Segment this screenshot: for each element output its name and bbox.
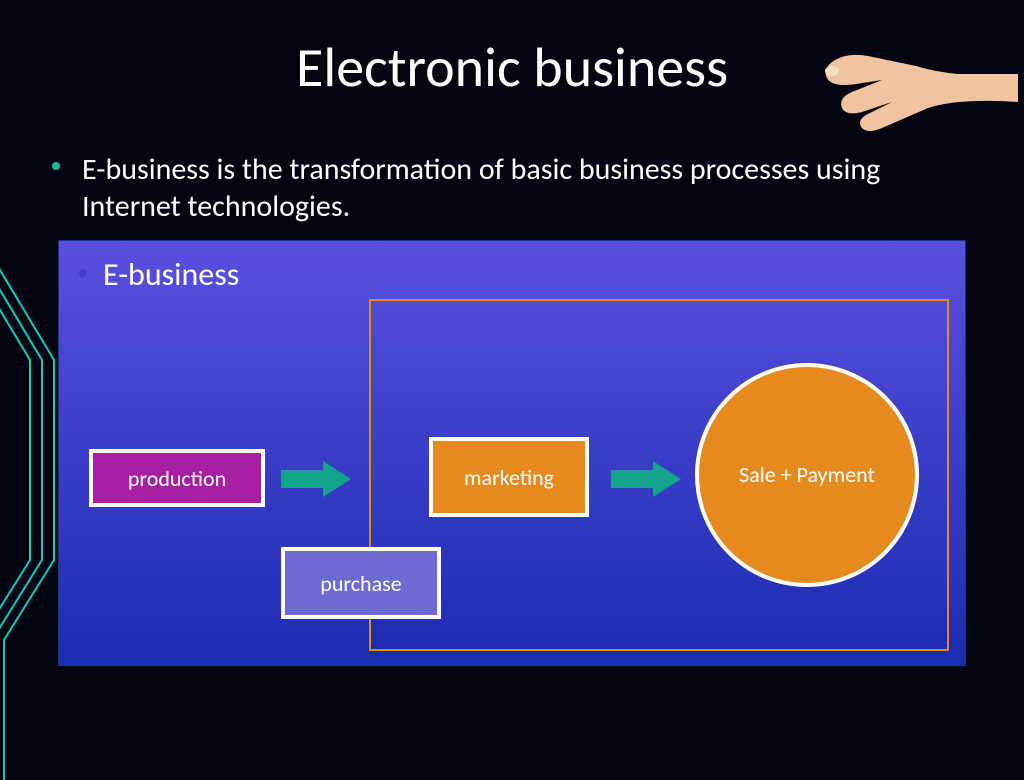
node-production-label: production — [128, 465, 226, 492]
node-marketing: marketing — [429, 437, 589, 517]
panel-bullet-dot-icon — [79, 269, 87, 277]
node-production: production — [89, 449, 265, 507]
slide-title: Electronic business — [0, 34, 1024, 102]
panel-title: E-business — [103, 255, 239, 294]
bullet-dot-icon — [52, 162, 60, 170]
node-purchase: purchase — [281, 547, 441, 619]
node-sale-payment-label: Sale + Payment — [739, 461, 875, 489]
diagram-panel: E-business production marketing purchase… — [58, 240, 966, 666]
arrow-production-to-marketing-icon — [281, 461, 351, 497]
bullet-text: E-business is the transformation of basi… — [82, 151, 880, 225]
node-purchase-label: purchase — [320, 570, 401, 597]
node-sale-payment: Sale + Payment — [695, 363, 919, 587]
arrow-marketing-to-sale-icon — [611, 461, 681, 497]
node-marketing-label: marketing — [464, 464, 554, 491]
bullet-row: E-business is the transformation of basi… — [82, 152, 942, 225]
panel-title-row: E-business — [103, 255, 239, 294]
